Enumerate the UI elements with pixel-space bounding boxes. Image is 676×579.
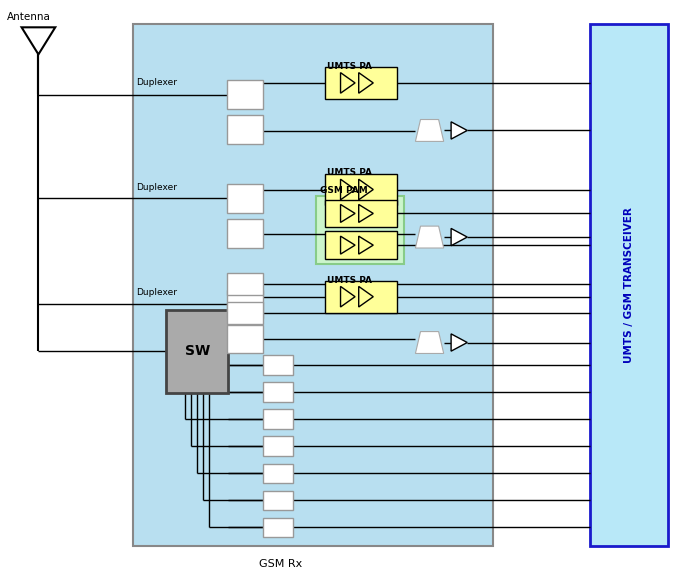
- Bar: [227, 184, 263, 213]
- Text: Duplexer: Duplexer: [136, 78, 177, 87]
- Bar: [227, 80, 263, 109]
- Text: Duplexer: Duplexer: [136, 184, 177, 192]
- Polygon shape: [359, 287, 373, 307]
- Bar: [324, 200, 397, 228]
- Polygon shape: [451, 122, 467, 139]
- Polygon shape: [451, 229, 467, 245]
- Polygon shape: [341, 179, 355, 200]
- Text: UMTS PA: UMTS PA: [327, 276, 372, 285]
- Bar: [166, 310, 228, 393]
- Text: GSM Rx: GSM Rx: [259, 559, 302, 569]
- Text: UMTS PA: UMTS PA: [327, 168, 372, 177]
- Polygon shape: [341, 287, 355, 307]
- Polygon shape: [416, 226, 443, 248]
- Polygon shape: [416, 119, 443, 141]
- Bar: [132, 24, 493, 546]
- Bar: [262, 518, 293, 537]
- Polygon shape: [22, 27, 55, 54]
- Text: GSM PAM: GSM PAM: [320, 186, 368, 195]
- Polygon shape: [359, 204, 373, 222]
- Bar: [227, 302, 263, 324]
- Bar: [227, 325, 263, 353]
- Text: UMTS PA: UMTS PA: [327, 62, 372, 71]
- Text: SW: SW: [185, 345, 210, 358]
- Bar: [262, 355, 293, 375]
- Bar: [227, 115, 263, 144]
- Bar: [324, 281, 397, 313]
- Polygon shape: [341, 204, 355, 222]
- Polygon shape: [359, 236, 373, 254]
- Bar: [262, 464, 293, 483]
- Bar: [262, 490, 293, 510]
- Bar: [316, 196, 404, 263]
- Bar: [324, 67, 397, 99]
- Bar: [590, 24, 668, 546]
- Bar: [324, 231, 397, 259]
- Bar: [324, 174, 397, 206]
- Bar: [227, 219, 263, 248]
- Text: UMTS / GSM TRANSCEIVER: UMTS / GSM TRANSCEIVER: [624, 207, 634, 363]
- Text: Duplexer: Duplexer: [136, 288, 177, 297]
- Polygon shape: [359, 179, 373, 200]
- Bar: [227, 290, 263, 318]
- Bar: [262, 437, 293, 456]
- Bar: [262, 409, 293, 429]
- Polygon shape: [341, 236, 355, 254]
- Polygon shape: [359, 72, 373, 93]
- Polygon shape: [416, 332, 443, 353]
- Bar: [262, 382, 293, 402]
- Text: Antenna: Antenna: [7, 12, 51, 23]
- Bar: [227, 273, 263, 295]
- Polygon shape: [341, 72, 355, 93]
- Polygon shape: [451, 334, 467, 351]
